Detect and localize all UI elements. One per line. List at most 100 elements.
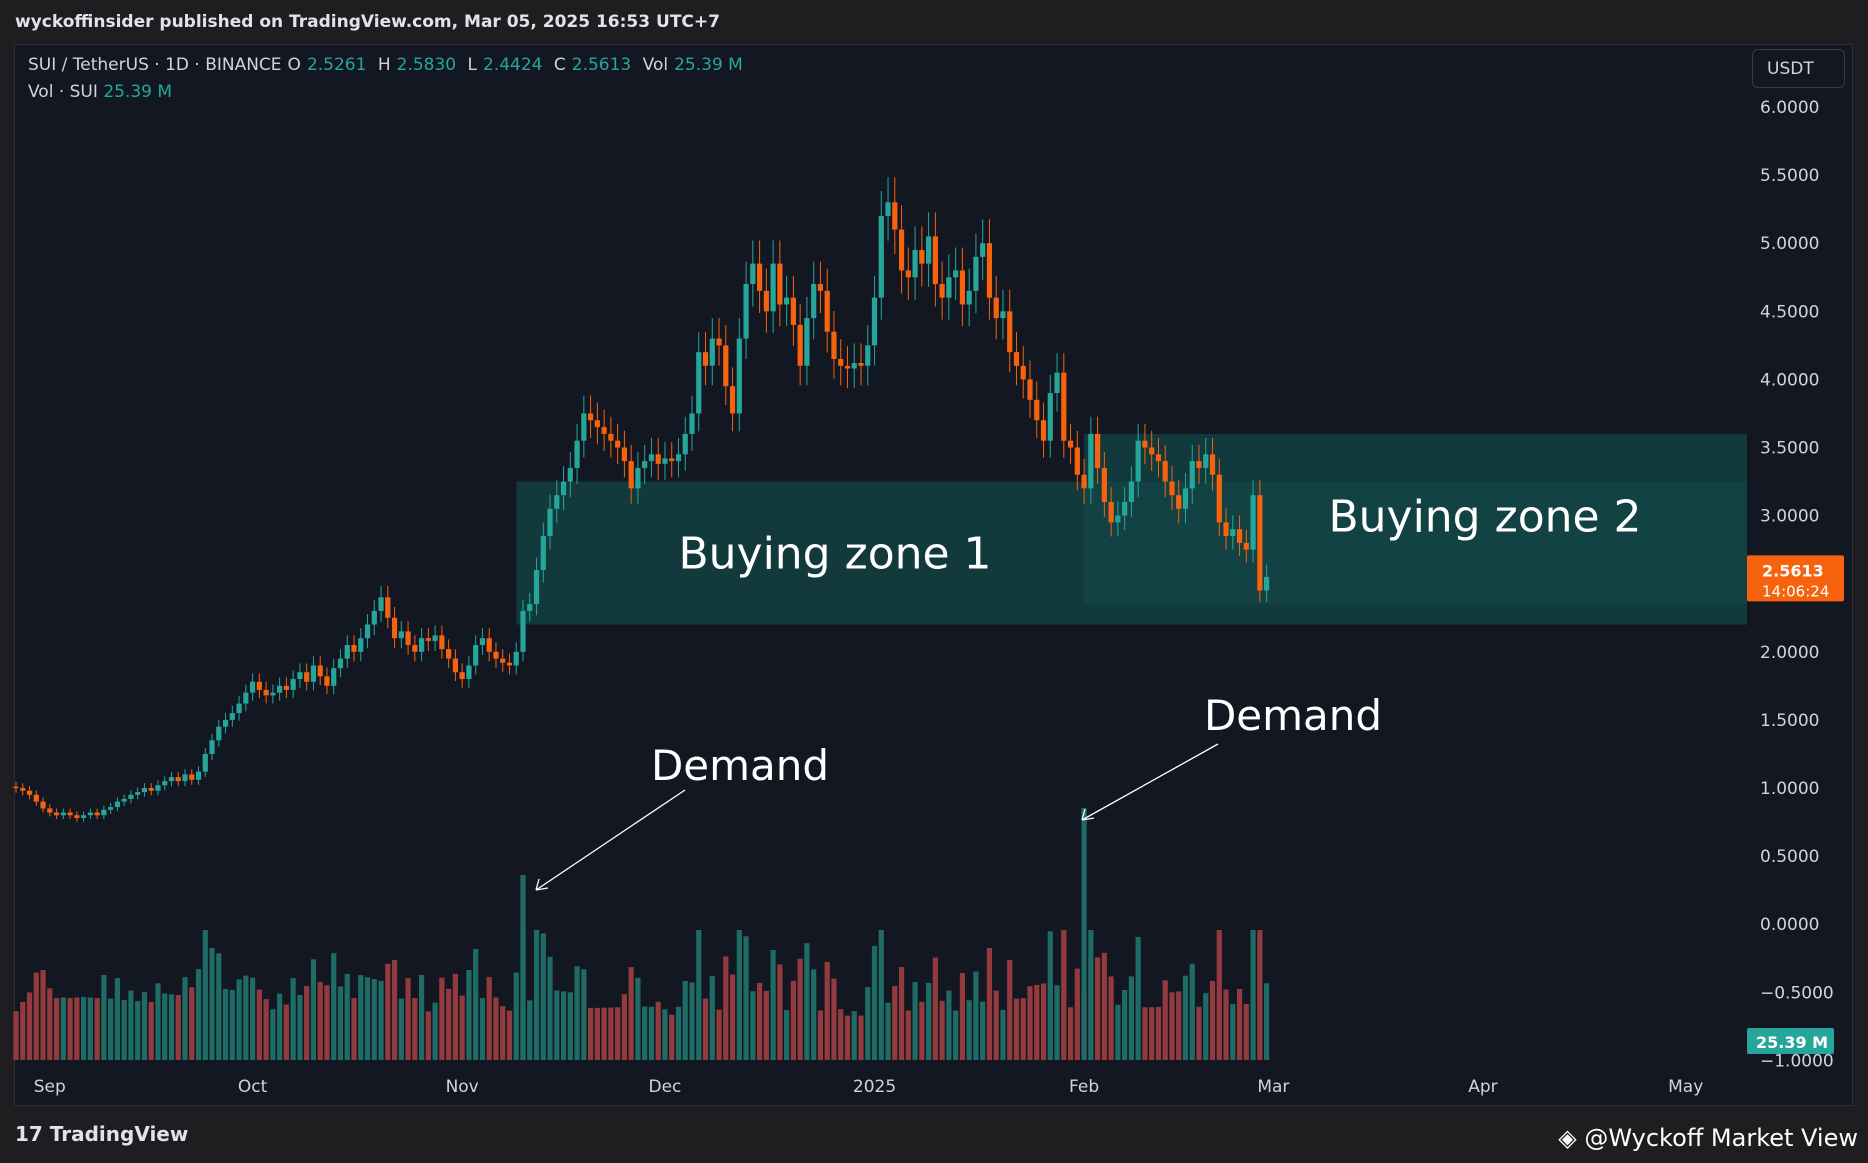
candle-body bbox=[439, 635, 445, 650]
candle-body bbox=[40, 801, 46, 809]
volume-badge-value: 25.39 M bbox=[1756, 1033, 1828, 1052]
volume-bar bbox=[858, 1015, 864, 1060]
volume-bar bbox=[966, 1000, 972, 1060]
symbol-label[interactable]: SUI / TetherUS · 1D · BINANCE bbox=[28, 55, 282, 75]
candle-body bbox=[121, 798, 127, 802]
volume-bar bbox=[425, 1011, 431, 1060]
volume-bar bbox=[493, 997, 499, 1060]
candle-body bbox=[250, 681, 256, 693]
volume-bar bbox=[175, 995, 181, 1060]
x-tick-label: Dec bbox=[649, 1077, 682, 1097]
volume-bar bbox=[500, 1006, 506, 1060]
candle-body bbox=[94, 812, 100, 816]
candle-body bbox=[919, 250, 925, 264]
volume-bar bbox=[1223, 989, 1229, 1060]
y-tick-label: 5.0000 bbox=[1760, 234, 1819, 254]
volume-bar bbox=[1000, 1009, 1006, 1060]
volume-bar bbox=[581, 969, 587, 1060]
candle-body bbox=[682, 433, 688, 455]
candle-body bbox=[953, 270, 959, 278]
candle-body bbox=[364, 624, 371, 639]
volume-bar bbox=[250, 977, 256, 1060]
candle-body bbox=[797, 324, 803, 366]
candle-body bbox=[479, 638, 486, 645]
volume-bar bbox=[1088, 930, 1094, 1060]
candle-body bbox=[385, 597, 391, 618]
vol-series-label[interactable]: Vol · SUI bbox=[28, 82, 98, 102]
tradingview-logo[interactable]: 𝟭𝟳 TradingView bbox=[15, 1122, 188, 1146]
currency-button[interactable]: USDT bbox=[1752, 49, 1845, 88]
volume-bar bbox=[459, 995, 465, 1060]
volume-bar bbox=[148, 1002, 154, 1060]
volume-bar bbox=[74, 997, 80, 1060]
candle-body bbox=[371, 610, 377, 625]
candle-body bbox=[729, 386, 736, 414]
candle-body bbox=[331, 668, 337, 686]
volume-bar bbox=[1169, 992, 1175, 1060]
volume-bar bbox=[898, 967, 905, 1060]
y-tick-label: −0.5000 bbox=[1760, 983, 1834, 1003]
candle-body bbox=[432, 635, 438, 641]
volume-bar bbox=[229, 990, 235, 1060]
credit-label: @Wyckoff Market View bbox=[1584, 1124, 1858, 1152]
volume-bar bbox=[378, 980, 384, 1060]
volume-bar bbox=[13, 1011, 19, 1060]
candle-body bbox=[1257, 495, 1263, 591]
candle-body bbox=[1047, 393, 1053, 441]
candle-body bbox=[344, 644, 350, 659]
candle-body bbox=[838, 358, 844, 366]
volume-bar bbox=[1040, 983, 1047, 1060]
volume-bar bbox=[757, 982, 763, 1060]
candle-body bbox=[209, 740, 215, 754]
candle-body bbox=[378, 597, 384, 611]
published-info: wyckoffinsider published on TradingView.… bbox=[15, 12, 720, 32]
volume-bar bbox=[1243, 1003, 1249, 1060]
candle-body bbox=[1189, 461, 1195, 489]
candle-body bbox=[513, 651, 519, 666]
volume-bar bbox=[358, 975, 364, 1060]
volume-bar bbox=[1176, 991, 1182, 1060]
volume-bar bbox=[1230, 1004, 1236, 1060]
candle-body bbox=[297, 672, 303, 680]
candle-body bbox=[980, 243, 986, 257]
candle-body bbox=[601, 427, 607, 434]
candle-body bbox=[20, 788, 26, 791]
volume-bar bbox=[959, 973, 965, 1060]
volume-bar bbox=[621, 994, 627, 1060]
candle-body bbox=[1230, 529, 1236, 537]
candle-body bbox=[817, 284, 824, 291]
volume-bar bbox=[486, 977, 492, 1060]
volume-bar bbox=[263, 999, 269, 1060]
volume-bar bbox=[763, 990, 769, 1060]
candle-body bbox=[621, 447, 627, 462]
volume-bar bbox=[141, 992, 148, 1060]
candle-body bbox=[946, 277, 952, 298]
volume-bar bbox=[385, 963, 391, 1060]
candle-body bbox=[148, 788, 154, 791]
volume-bar bbox=[277, 993, 283, 1060]
volume-bar bbox=[986, 948, 993, 1060]
candle-body bbox=[628, 461, 634, 489]
volume-bar bbox=[1095, 957, 1101, 1060]
candle-body bbox=[1176, 495, 1182, 509]
volume-bar bbox=[871, 945, 878, 1060]
candle-body bbox=[283, 685, 289, 690]
volume-bar bbox=[1128, 976, 1134, 1060]
candle-body bbox=[831, 331, 837, 359]
volume-bar bbox=[1257, 930, 1263, 1060]
volume-bar bbox=[304, 985, 310, 1060]
top-bar: wyckoffinsider published on TradingView.… bbox=[0, 0, 1868, 44]
volume-bar bbox=[195, 969, 202, 1060]
candle-body bbox=[1101, 467, 1107, 502]
candle-body bbox=[270, 692, 276, 696]
volume-bar bbox=[1264, 983, 1270, 1060]
candle-body bbox=[101, 809, 107, 816]
volume-bar bbox=[980, 1001, 986, 1060]
candle-body bbox=[1203, 454, 1209, 468]
candle-body bbox=[702, 352, 709, 366]
candle-body bbox=[155, 785, 161, 791]
volume-bar bbox=[20, 1002, 26, 1060]
volume-bar bbox=[1067, 1007, 1074, 1060]
demand-arrow bbox=[1081, 743, 1219, 821]
